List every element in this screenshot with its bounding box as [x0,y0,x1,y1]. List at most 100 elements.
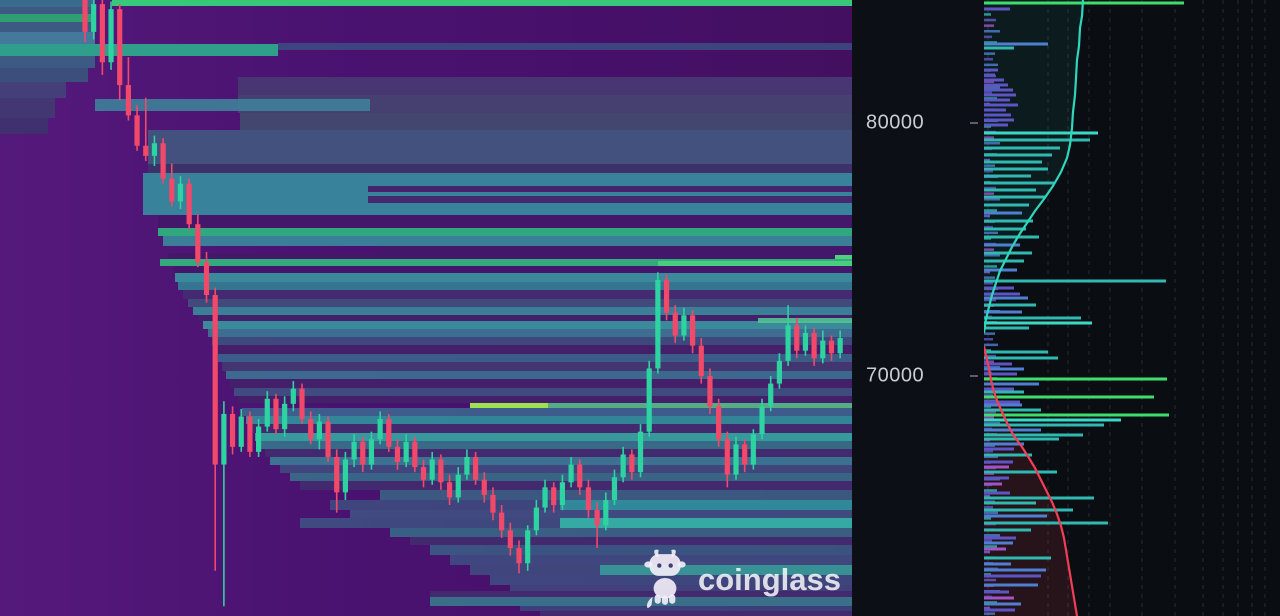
candle-body [412,441,418,468]
candle-body [169,178,175,202]
candle-body [611,477,618,500]
depth-bar-stub [984,18,996,22]
candle-body [776,360,782,384]
bid-volume-bar [984,482,1002,486]
heatmap-band [0,68,88,82]
heatmap-band [0,82,66,98]
depth-bar-stub [984,86,1000,89]
ask-volume-bar [984,146,1060,150]
depth-bar-stub [984,276,995,279]
heatmap-band [430,545,852,555]
bid-volume-bar [984,465,1009,469]
bid-volume-bar [984,418,1121,422]
ask-volume-bar [984,42,1048,46]
depth-bar-stub [984,41,997,44]
bid-volume-bar [984,491,1010,495]
candle-body [811,332,817,359]
heatmap-band [510,585,852,591]
candle-body [316,421,322,440]
orderbook-depth-chart[interactable] [984,0,1280,616]
heatmap-band [208,329,852,337]
ask-depth-area [984,0,1083,333]
candle-body [160,143,166,179]
depth-bar-stub [984,444,995,447]
candle-body [646,368,652,432]
candle-body [351,441,357,460]
candle-body [533,507,539,531]
bid-volume-bar [984,562,1011,566]
heatmap-band [280,465,852,473]
candle-body [828,340,835,354]
heatmap-band [410,537,852,545]
ask-volume-bar [984,88,1013,92]
price-axis[interactable]: 80000 70000 [852,0,984,616]
ask-volume-bar [984,103,1018,107]
heatmap-band [450,555,852,565]
bid-volume-bar [984,356,1058,360]
ask-volume-bar [984,227,1026,231]
candle-body [768,383,774,407]
ask-volume-bar [984,93,1016,97]
depth-bar-stub [984,573,991,576]
ask-volume-bar [984,303,1036,307]
depth-bar-stub [984,24,994,27]
depth-bar-stub [984,450,993,453]
heatmap-band [238,396,852,403]
depth-bar-stub [984,517,991,520]
candle-body [429,459,435,480]
candle-body [733,444,739,475]
candle-body [655,279,661,369]
bid-volume-bar [984,508,1073,512]
depth-bar-stub [984,338,993,341]
candle-body [377,419,383,440]
candle-body [325,421,331,457]
candle-body [455,474,461,498]
candle-body [698,345,704,376]
candle-body [620,454,626,478]
ask-volume-bar [984,292,1020,296]
depth-bar-stub [984,612,995,615]
heatmap-band [390,528,852,537]
candle-body [256,426,262,452]
ask-volume-bar [984,138,1090,142]
bid-volume-bar [984,514,1047,518]
depth-bar-stub [984,142,1000,145]
bid-volume-bar [984,400,1020,404]
ask-volume-bar [984,243,1020,247]
heatmap-band [0,0,95,7]
candle-body [247,416,253,452]
bid-volume-bar [984,395,1154,399]
heatmap-band [173,266,852,273]
candle-body [151,143,158,156]
heatmap-band [430,597,852,606]
price-axis-tick [970,375,978,377]
heatmap-chart[interactable]: coinglass [0,0,852,616]
heatmap-band [300,481,852,490]
heatmap-band [835,255,852,259]
ask-volume-bar [984,118,1014,122]
heatmap-band [658,261,852,267]
depth-bar-stub [984,360,994,363]
heatmap-band [246,416,852,424]
heatmap-band [560,518,852,528]
ask-volume-bar [984,211,1022,215]
ask-volume-bar [984,1,1184,5]
depth-bar-stub [984,410,996,414]
heatmap-band [270,457,852,465]
depth-bar-stub [984,343,998,347]
bid-volume-bar [984,403,1022,407]
candle-body [707,376,713,407]
ask-volume-bar [984,279,1166,283]
bid-volume-bar [984,528,1031,532]
depth-bar-stub [984,416,994,419]
bid-volume-bar [984,428,1041,432]
heatmap-band [540,611,852,616]
candle-body [91,4,97,32]
bid-volume-bar [984,390,1024,394]
heatmap-canvas [0,0,852,616]
heatmap-band [430,591,852,597]
candlestick-series [82,0,843,607]
bid-volume-bar [984,470,1057,474]
heatmap-band [368,186,852,192]
ask-volume-bar [984,203,1029,207]
